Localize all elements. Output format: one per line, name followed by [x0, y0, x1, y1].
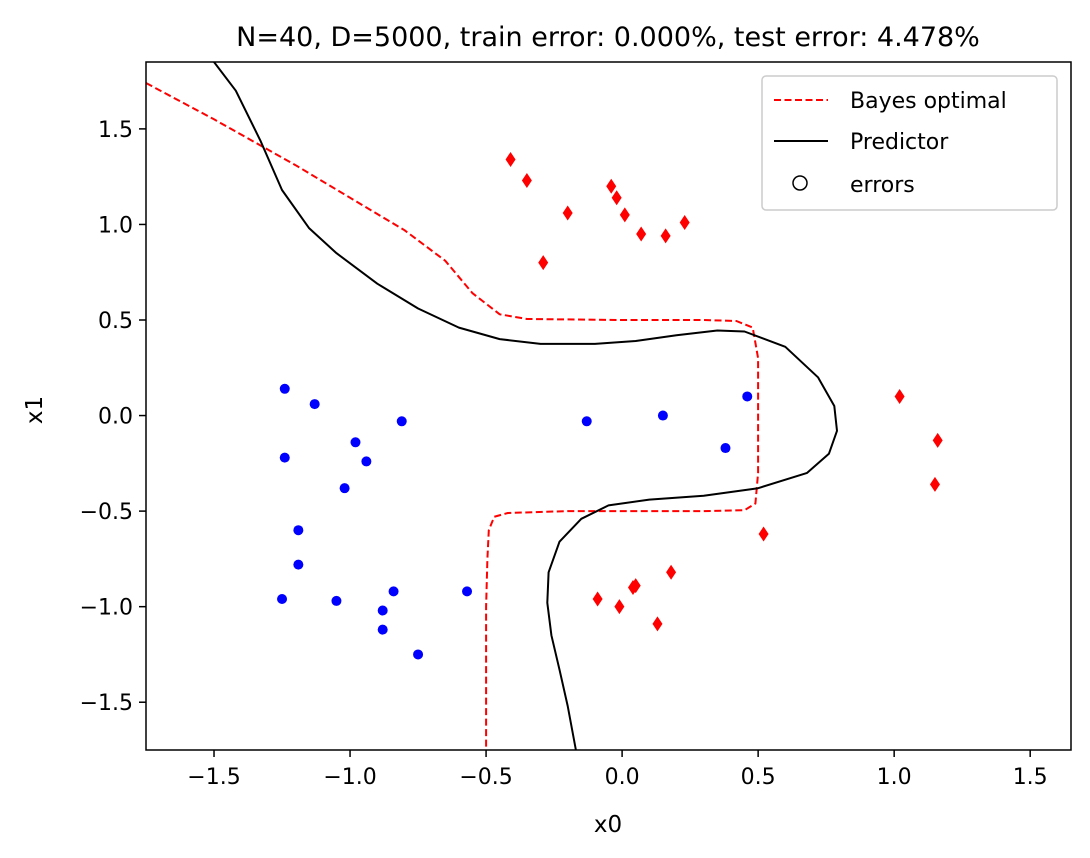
blue-circle-point — [462, 586, 473, 597]
x-tick-label: 0.5 — [741, 765, 776, 790]
red-diamond-point — [929, 476, 940, 492]
legend-box — [761, 75, 1058, 211]
predictor-boundary — [213, 62, 838, 750]
red-diamond-point — [606, 178, 617, 194]
x-axis-label: x0 — [594, 812, 622, 838]
red-diamond-point — [592, 591, 603, 607]
blue-circle-point — [279, 383, 290, 394]
y-tick-label: 0.0 — [98, 405, 133, 430]
y-tick-label: −0.5 — [80, 500, 133, 525]
plot-frame — [145, 61, 1072, 751]
blue-circle-point — [377, 605, 388, 616]
x-tick-label: −1.5 — [187, 765, 240, 790]
blue-circle-point — [396, 416, 407, 427]
x-tick-label: 0.0 — [605, 765, 640, 790]
blue-circle-point — [720, 443, 731, 454]
blue-circle-point — [361, 456, 372, 467]
red-diamond-point — [521, 172, 532, 188]
chart-title: N=40, D=5000, train error: 0.000%, test … — [236, 22, 980, 53]
blue-circle-point — [293, 525, 304, 536]
y-tick-label: −1.5 — [80, 691, 133, 716]
red-diamond-point — [679, 215, 690, 231]
legend-bayes-label: Bayes optimal — [850, 89, 1007, 114]
red-diamond-point — [505, 151, 516, 167]
blue-circle-point — [293, 559, 304, 570]
legend-errors-label: errors — [850, 173, 915, 198]
red-diamond-point — [652, 616, 663, 632]
bayes-optimal-boundary — [146, 82, 760, 750]
lines-layer — [146, 62, 838, 750]
blue-circle-point — [581, 416, 592, 427]
x-axis-ticks: −1.5 −1.0 −0.5 0.0 0.5 1.0 1.5 — [187, 750, 1048, 790]
y-axis-ticks: 1.5 1.0 0.5 0.0 −0.5 −1.0 −1.5 — [80, 118, 146, 716]
red-diamond-point — [932, 432, 943, 448]
red-diamond-point — [611, 190, 622, 206]
legend-errors-marker — [792, 175, 808, 191]
red-diamond-point — [758, 526, 769, 542]
y-tick-label: 1.0 — [98, 213, 133, 238]
blue-circle-point — [331, 595, 342, 606]
x-tick-label: −0.5 — [459, 765, 512, 790]
y-tick-label: 1.5 — [98, 118, 133, 143]
red-diamond-point — [562, 205, 573, 221]
blue-circle-point — [309, 399, 320, 410]
x-tick-label: 1.5 — [1013, 765, 1048, 790]
y-tick-label: 0.5 — [98, 309, 133, 334]
red-diamond-point — [630, 578, 641, 594]
legend-predictor-label: Predictor — [850, 130, 949, 155]
red-diamond-point — [619, 207, 630, 223]
blue-circle-point — [279, 452, 290, 463]
red-diamond-point — [894, 388, 905, 404]
red-diamond-point — [660, 228, 671, 244]
blue-circle-point — [277, 594, 288, 605]
blue-circle-point — [388, 586, 399, 597]
blue-circle-point — [413, 649, 424, 660]
red-diamond-point — [666, 564, 677, 580]
blue-circle-point — [339, 483, 350, 494]
blue-circle-point — [742, 391, 753, 402]
x-tick-label: −1.0 — [323, 765, 376, 790]
blue-circle-point — [377, 624, 388, 635]
points-layer — [277, 151, 943, 660]
red-diamond-point — [614, 599, 625, 615]
x-tick-label: 1.0 — [877, 765, 912, 790]
y-tick-label: −1.0 — [80, 596, 133, 621]
blue-circle-point — [350, 437, 361, 448]
red-diamond-point — [636, 226, 647, 242]
y-axis-label: x1 — [22, 396, 48, 424]
legend: Bayes optimal Predictor errors — [761, 75, 1058, 211]
red-diamond-point — [538, 255, 549, 271]
blue-circle-point — [657, 410, 668, 421]
